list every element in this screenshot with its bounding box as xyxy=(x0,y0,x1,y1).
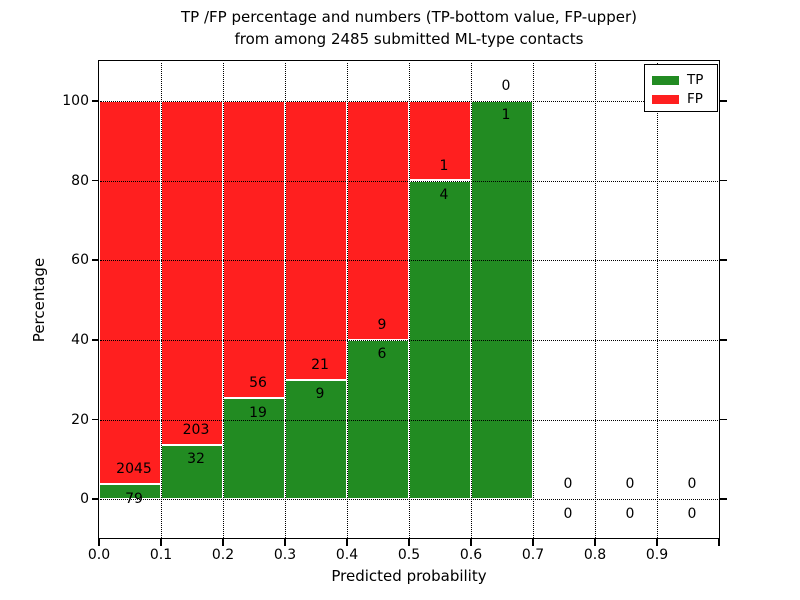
x-axis-tick xyxy=(408,539,410,546)
y-axis-tick-left xyxy=(91,418,99,421)
x-axis-tick xyxy=(160,539,162,546)
tp-bar-segment xyxy=(99,484,161,500)
y-axis-tick-right xyxy=(719,179,727,182)
x-axis-tick xyxy=(532,539,534,546)
y-tick-label: 40 xyxy=(71,331,89,348)
y-axis-tick-right xyxy=(719,100,727,102)
tp-count-label: 0 xyxy=(563,505,573,522)
v-gridline xyxy=(471,62,472,538)
y-axis-tick-left xyxy=(91,259,99,261)
v-gridline xyxy=(595,62,596,538)
x-tick-label: 0.3 xyxy=(273,547,297,563)
fp-count-label: 0 xyxy=(501,77,511,94)
x-tick-label: 0.0 xyxy=(87,547,111,563)
tp-bar-segment xyxy=(471,100,533,500)
tp-count-label: 79 xyxy=(125,490,143,507)
y-axis-tick-left xyxy=(91,179,99,182)
x-axis-label: Predicted probability xyxy=(331,567,487,585)
fp-bar-segment xyxy=(99,100,161,485)
x-axis-tick xyxy=(470,539,472,546)
tp-count-label: 6 xyxy=(377,346,387,363)
y-axis-tick-left xyxy=(91,339,99,341)
chart-title-line2: from among 2485 submitted ML-type contac… xyxy=(234,30,584,48)
tp-count-label: 4 xyxy=(439,187,449,203)
tp-count-label: 32 xyxy=(187,451,205,468)
v-gridline xyxy=(285,62,286,538)
fp-bar-segment xyxy=(223,100,285,399)
fp-bar-segment xyxy=(285,100,347,380)
x-axis-tick xyxy=(284,539,286,546)
chart-title: TP /FP percentage and numbers (TP-bottom… xyxy=(9,6,800,50)
tp-count-label: 19 xyxy=(249,404,267,421)
y-tick-label: 20 xyxy=(71,411,89,428)
x-tick-label: 0.1 xyxy=(149,547,173,563)
x-axis-tick xyxy=(656,539,658,546)
x-tick-label: 0.7 xyxy=(521,547,545,563)
fp-bar-segment xyxy=(347,100,409,340)
x-axis-tick xyxy=(346,539,348,546)
x-tick-label: 0.2 xyxy=(211,547,235,563)
legend-swatch-tp-icon xyxy=(652,76,679,85)
tp-count-label: 1 xyxy=(501,107,511,124)
v-gridline xyxy=(533,62,534,538)
x-axis-tick xyxy=(98,539,100,546)
v-gridline xyxy=(223,62,224,538)
tp-count-label: 0 xyxy=(625,505,635,522)
v-gridline xyxy=(409,62,410,538)
y-tick-label: 60 xyxy=(71,252,89,269)
fp-count-label: 1 xyxy=(439,157,449,174)
tp-bar-segment xyxy=(285,379,347,500)
y-axis-tick-right xyxy=(719,498,727,500)
x-tick-label: 0.9 xyxy=(645,547,669,563)
legend: TP FP xyxy=(644,64,718,112)
x-tick-label: 0.5 xyxy=(397,547,421,563)
y-axis-tick-right xyxy=(719,339,727,341)
y-axis-tick-right xyxy=(719,259,727,261)
x-axis-tick xyxy=(594,539,596,546)
tp-count-label: 9 xyxy=(315,386,325,403)
v-gridline xyxy=(161,62,162,538)
x-axis-tick xyxy=(222,539,224,546)
chart-title-line1: TP /FP percentage and numbers (TP-bottom… xyxy=(181,8,637,26)
legend-label-fp: FP xyxy=(687,91,703,107)
fp-count-label: 0 xyxy=(625,476,635,493)
y-tick-label: 80 xyxy=(71,172,89,189)
fp-count-label: 0 xyxy=(563,476,573,493)
x-tick-label: 0.4 xyxy=(335,547,359,563)
legend-item-tp: TP xyxy=(652,71,717,90)
fp-count-label: 203 xyxy=(182,421,210,438)
v-gridline xyxy=(657,62,658,538)
x-tick-label: 0.8 xyxy=(583,547,607,563)
legend-item-fp: FP xyxy=(652,90,717,109)
v-gridline xyxy=(347,62,348,538)
fp-count-label: 0 xyxy=(687,476,697,493)
fp-count-label: 56 xyxy=(249,375,267,392)
tp-bar-segment xyxy=(347,339,409,500)
fp-count-label: 2045 xyxy=(116,461,152,478)
y-axis-tick-left xyxy=(91,498,99,500)
x-tick-label: 0.6 xyxy=(459,547,483,563)
legend-swatch-fp-icon xyxy=(652,95,679,104)
fp-bar-segment xyxy=(409,100,471,181)
y-axis-tick-left xyxy=(91,100,99,102)
x-axis-tick xyxy=(718,539,720,546)
tp-count-label: 0 xyxy=(687,505,697,522)
legend-label-tp: TP xyxy=(687,72,704,88)
y-tick-label: 0 xyxy=(80,491,89,508)
fp-bar-segment xyxy=(161,100,223,445)
fp-count-label: 21 xyxy=(311,356,329,373)
y-tick-label: 100 xyxy=(62,92,89,109)
y-axis-tick-right xyxy=(719,418,727,421)
fp-count-label: 9 xyxy=(377,316,387,333)
